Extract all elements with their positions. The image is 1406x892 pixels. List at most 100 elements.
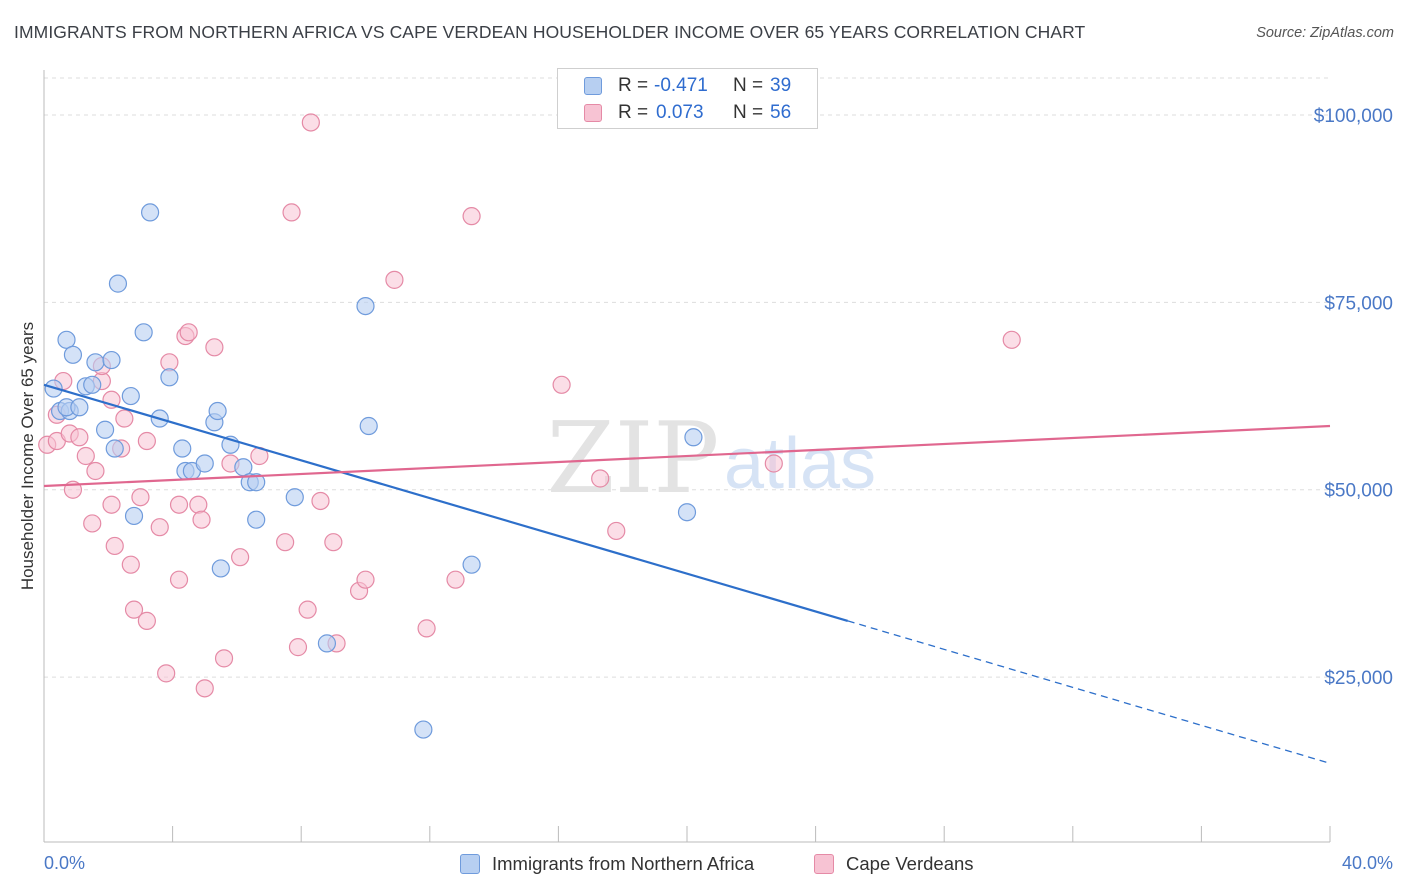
data-point-cape-verdeans (195, 679, 214, 698)
n-value: 56 (770, 102, 792, 123)
data-point-cape-verdeans (121, 555, 140, 574)
data-point-cape-verdeans (607, 521, 626, 541)
data-point-cape-verdeans (157, 664, 176, 683)
data-point-immigrants (83, 375, 102, 394)
data-point-cape-verdeans (76, 446, 95, 466)
data-point-immigrants (285, 488, 304, 507)
data-point-immigrants (195, 454, 214, 473)
data-point-cape-verdeans (205, 338, 224, 357)
y-tick-label: $75,000 (1324, 293, 1393, 314)
data-point-immigrants (247, 473, 266, 492)
n-label: N = (733, 102, 764, 123)
data-point-cape-verdeans (282, 203, 301, 222)
data-point-cape-verdeans (288, 638, 308, 657)
data-point-cape-verdeans (591, 469, 610, 488)
data-point-immigrants (356, 296, 375, 316)
data-point-cape-verdeans (83, 514, 102, 533)
source-label: Source: ZipAtlas.com (1256, 25, 1394, 41)
data-point-immigrants (414, 720, 433, 739)
trend-line-immigrants-extrapolated (847, 620, 1331, 764)
y-tick-label: $100,000 (1314, 106, 1393, 127)
data-point-immigrants (247, 510, 266, 529)
n-value: 39 (770, 75, 792, 96)
data-point-immigrants (359, 416, 378, 436)
data-point-cape-verdeans (124, 600, 144, 619)
data-point-immigrants (121, 386, 140, 406)
data-point-immigrants (140, 203, 160, 222)
r-value: 0.073 (656, 102, 704, 123)
data-point-immigrants (102, 350, 121, 370)
data-point-cape-verdeans (552, 375, 571, 394)
data-point-cape-verdeans (311, 491, 330, 511)
r-label: R = (618, 102, 649, 123)
data-point-immigrants (105, 439, 124, 458)
watermark-atlas: atlas (724, 424, 876, 504)
data-point-cape-verdeans (102, 495, 121, 514)
data-point-immigrants (57, 330, 76, 349)
stats-box: R = -0.471 N = 39 R = 0.073 N = 56 (557, 68, 818, 129)
pink-swatch (814, 854, 834, 874)
data-point-immigrants (462, 555, 481, 574)
data-point-cape-verdeans (137, 611, 156, 630)
data-point-cape-verdeans (356, 570, 375, 589)
data-point-cape-verdeans (179, 323, 198, 342)
legend-label: Cape Verdeans (846, 853, 974, 874)
y-tick-label: $50,000 (1324, 481, 1393, 502)
data-point-cape-verdeans (105, 536, 124, 556)
x-tick-label: 0.0% (44, 853, 85, 873)
data-point-cape-verdeans (214, 649, 234, 668)
series-cape-verdeans (38, 113, 1021, 698)
data-point-immigrants (134, 323, 153, 342)
data-point-cape-verdeans (70, 428, 89, 447)
data-point-cape-verdeans (446, 570, 465, 589)
data-point-cape-verdeans (169, 495, 189, 514)
r-label: R = (618, 75, 649, 96)
data-point-cape-verdeans (301, 113, 320, 132)
n-label: N = (733, 75, 764, 96)
data-point-immigrants (317, 634, 337, 653)
data-point-cape-verdeans (86, 461, 105, 481)
blue-swatch (460, 854, 480, 874)
blue-swatch (584, 77, 602, 95)
chart-title: IMMIGRANTS FROM NORTHERN AFRICA VS CAPE … (14, 22, 1086, 42)
data-point-immigrants (86, 353, 105, 372)
data-point-cape-verdeans (764, 454, 783, 473)
data-point-immigrants (684, 428, 703, 447)
x-tick-label: 40.0% (1342, 853, 1393, 873)
data-point-cape-verdeans (169, 570, 189, 589)
data-point-immigrants (208, 401, 227, 421)
data-point-immigrants (211, 559, 230, 578)
data-point-cape-verdeans (192, 510, 211, 529)
data-point-immigrants (63, 345, 83, 364)
data-point-cape-verdeans (298, 600, 317, 619)
axes (43, 70, 1331, 843)
trend-line-cape-verdeans (43, 424, 1331, 488)
trend-line-immigrants (43, 383, 849, 622)
data-point-cape-verdeans (417, 619, 436, 638)
tick-labels: $25,000 $50,000 $75,000 $100,000 0.0% 40.0% (44, 106, 1393, 873)
data-point-cape-verdeans (385, 270, 404, 289)
data-point-cape-verdeans (115, 409, 134, 428)
data-point-cape-verdeans (276, 533, 295, 552)
pink-swatch (584, 104, 602, 122)
legend: Immigrants from Northern Africa Cape Ver… (0, 851, 1406, 879)
trend-lines (43, 383, 1331, 764)
data-point-cape-verdeans (462, 207, 481, 226)
data-point-immigrants (173, 439, 192, 458)
data-point-immigrants (160, 368, 179, 387)
data-point-immigrants (108, 274, 128, 293)
data-point-cape-verdeans (150, 518, 169, 537)
grid-lines (44, 77, 1330, 678)
data-point-cape-verdeans (324, 533, 343, 552)
legend-label: Immigrants from Northern Africa (492, 853, 755, 874)
data-point-cape-verdeans (137, 431, 156, 451)
data-point-immigrants (124, 506, 144, 526)
data-point-cape-verdeans (231, 548, 250, 567)
y-tick-label: $25,000 (1324, 668, 1393, 689)
data-point-cape-verdeans (189, 495, 208, 514)
data-point-immigrants (70, 398, 89, 417)
r-value: -0.471 (654, 75, 708, 96)
data-point-immigrants (677, 503, 697, 522)
data-point-cape-verdeans (131, 488, 150, 507)
